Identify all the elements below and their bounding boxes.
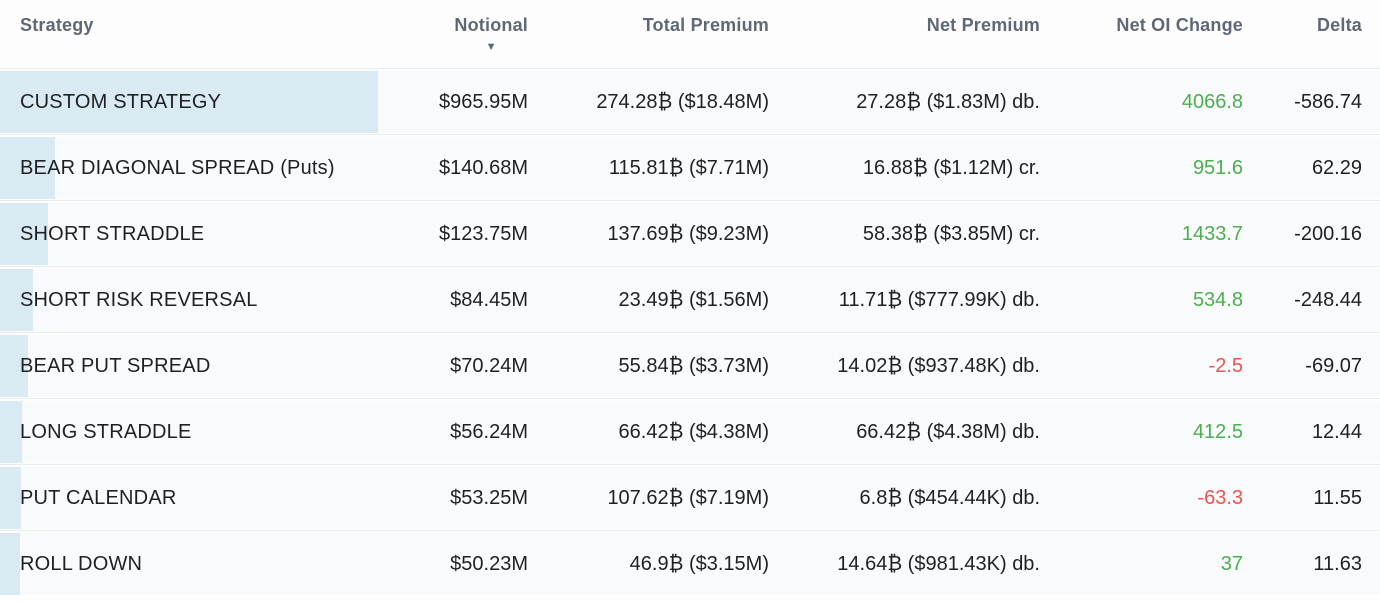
net-oi-change-value: -63.3 xyxy=(1197,486,1243,509)
column-header-notional[interactable]: Notional ▼ xyxy=(378,13,528,56)
notional-value: $965.95M xyxy=(439,90,528,113)
net-premium-value: 58.38₿ ($3.85M) cr. xyxy=(862,222,1040,245)
strategy-name: ROLL DOWN xyxy=(20,552,143,575)
column-header-net-oi-change[interactable]: Net OI Change xyxy=(1116,15,1243,35)
delta-value: -586.74 xyxy=(1294,90,1362,113)
net-premium-value: 27.28₿ ($1.83M) db. xyxy=(856,90,1040,113)
notional-value: $70.24M xyxy=(450,354,528,377)
delta-value: -69.07 xyxy=(1305,354,1362,377)
notional-bar xyxy=(0,533,20,595)
notional-bar xyxy=(0,71,378,133)
table-row[interactable]: BEAR DIAGONAL SPREAD (Puts) $140.68M 115… xyxy=(0,134,1380,199)
strategy-name: LONG STRADDLE xyxy=(20,420,192,443)
column-header-strategy[interactable]: Strategy xyxy=(20,15,94,35)
delta-value: 62.29 xyxy=(1311,156,1362,179)
column-header-delta[interactable]: Delta xyxy=(1316,15,1362,35)
strategy-name: SHORT STRADDLE xyxy=(20,222,205,245)
net-oi-change-value: 37 xyxy=(1220,552,1243,575)
table-row[interactable]: PUT CALENDAR $53.25M 107.62₿ ($7.19M) 6.… xyxy=(0,464,1380,529)
total-premium-value: 66.42₿ ($4.38M) xyxy=(618,420,769,443)
net-oi-change-value: 951.6 xyxy=(1192,156,1243,179)
table-row[interactable]: CUSTOM STRATEGY $965.95M 274.28₿ ($18.48… xyxy=(0,68,1380,133)
net-oi-change-value: 412.5 xyxy=(1192,420,1243,443)
sort-desc-icon: ▼ xyxy=(485,41,497,53)
notional-value: $140.68M xyxy=(439,156,528,179)
net-premium-value: 16.88₿ ($1.12M) cr. xyxy=(862,156,1040,179)
notional-value: $84.45M xyxy=(450,288,528,311)
net-premium-value: 14.64₿ ($981.43K) db. xyxy=(837,552,1040,575)
column-header-net-premium[interactable]: Net Premium xyxy=(926,15,1040,35)
total-premium-value: 115.81₿ ($7.71M) xyxy=(608,156,769,179)
total-premium-value: 107.62₿ ($7.19M) xyxy=(607,486,769,509)
delta-value: -248.44 xyxy=(1294,288,1362,311)
notional-bar xyxy=(0,401,22,463)
delta-value: 11.63 xyxy=(1313,552,1362,575)
table-row[interactable]: ROLL DOWN $50.23M 46.9₿ ($3.15M) 14.64₿ … xyxy=(0,530,1380,595)
net-oi-change-value: -2.5 xyxy=(1208,354,1243,377)
total-premium-value: 274.28₿ ($18.48M) xyxy=(596,90,769,113)
table-header-row: Strategy Notional ▼ Total Premium Net Pr… xyxy=(0,0,1380,67)
table-row[interactable]: BEAR PUT SPREAD $70.24M 55.84₿ ($3.73M) … xyxy=(0,332,1380,397)
notional-value: $53.25M xyxy=(450,486,528,509)
strategy-name: BEAR PUT SPREAD xyxy=(20,354,211,377)
net-oi-change-value: 534.8 xyxy=(1192,288,1243,311)
table-row[interactable]: SHORT STRADDLE $123.75M 137.69₿ ($9.23M)… xyxy=(0,200,1380,265)
delta-value: -200.16 xyxy=(1294,222,1362,245)
strategy-name: CUSTOM STRATEGY xyxy=(20,90,222,113)
delta-value: 11.55 xyxy=(1313,486,1362,509)
notional-value: $50.23M xyxy=(450,552,528,575)
notional-bar xyxy=(0,203,49,265)
table-row[interactable]: LONG STRADDLE $56.24M 66.42₿ ($4.38M) 66… xyxy=(0,398,1380,463)
table-body: CUSTOM STRATEGY $965.95M 274.28₿ ($18.48… xyxy=(0,68,1380,595)
strategy-name: PUT CALENDAR xyxy=(20,486,177,509)
net-premium-value: 66.42₿ ($4.38M) db. xyxy=(856,420,1040,443)
column-header-notional-label: Notional xyxy=(454,15,528,35)
total-premium-value: 46.9₿ ($3.15M) xyxy=(629,552,769,575)
total-premium-value: 55.84₿ ($3.73M) xyxy=(618,354,769,377)
notional-bar xyxy=(0,269,33,331)
net-premium-value: 14.02₿ ($937.48K) db. xyxy=(837,354,1040,377)
table-row[interactable]: SHORT RISK REVERSAL $84.45M 23.49₿ ($1.5… xyxy=(0,266,1380,331)
net-premium-value: 11.71₿ ($777.99K) db. xyxy=(838,288,1040,311)
total-premium-value: 137.69₿ ($9.23M) xyxy=(607,222,769,245)
column-header-total-premium[interactable]: Total Premium xyxy=(642,15,769,35)
net-premium-value: 6.8₿ ($454.44K) db. xyxy=(859,486,1040,509)
strategy-name: SHORT RISK REVERSAL xyxy=(20,288,258,311)
notional-value: $56.24M xyxy=(450,420,528,443)
delta-value: 12.44 xyxy=(1311,420,1362,443)
notional-bar xyxy=(0,137,56,199)
strategy-name: BEAR DIAGONAL SPREAD (Puts) xyxy=(20,156,335,179)
notional-bar xyxy=(0,335,28,397)
net-oi-change-value: 1433.7 xyxy=(1181,222,1243,245)
total-premium-value: 23.49₿ ($1.56M) xyxy=(618,288,769,311)
net-oi-change-value: 4066.8 xyxy=(1181,90,1243,113)
notional-value: $123.75M xyxy=(439,222,528,245)
notional-bar xyxy=(0,467,21,529)
